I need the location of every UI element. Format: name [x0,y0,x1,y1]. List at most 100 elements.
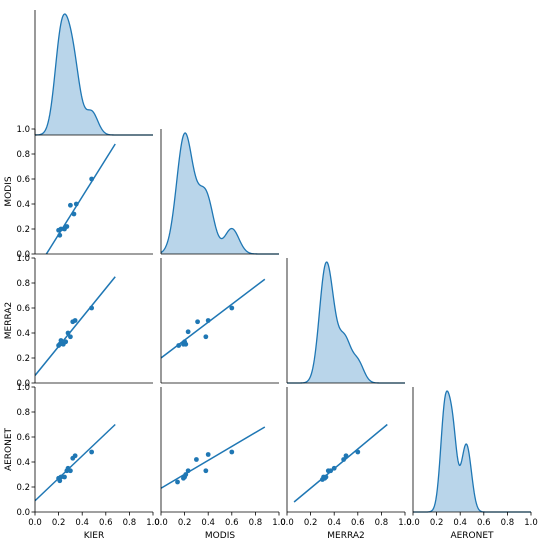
scatter-point [203,334,209,340]
y-tick-label: 1.0 [16,383,30,393]
scatter-point [68,468,73,474]
y-tick-label: 0.2 [16,354,30,364]
scatter-point [203,468,209,474]
x-tick-label: 0.0 [406,518,420,528]
x-tick-label: 0.0 [280,518,294,528]
scatter-point [89,305,95,311]
scatter-point [194,457,199,462]
x-tick-label: 1.0 [524,518,538,528]
x-tick-label: 0.8 [123,518,137,528]
y-tick-label: 0.8 [16,279,30,289]
x-tick-label: 0.4 [201,518,215,528]
scatter-point [62,474,67,480]
scatter-point [341,457,347,462]
x-tick-label: 0.4 [327,518,341,528]
kde-area-aeronet [413,391,531,512]
x-tick-label: 0.6 [225,518,239,528]
scatter-panel-merra2-aeronet [293,423,388,503]
scatter-point [58,474,64,480]
regression-line [161,426,266,489]
kde-area-merra2 [287,262,405,383]
scatter-point [343,453,349,459]
scatter-panel-kier-merra2 [35,276,116,376]
scatter-point [57,341,63,347]
scatter-point [72,453,78,459]
scatter-point [58,338,64,343]
y-tick-label: 0.6 [16,433,30,443]
x-axis-label-kier: KIER [84,531,105,541]
scatter-point [68,202,73,208]
scatter-point [89,449,95,455]
x-tick-label: 0.8 [249,518,263,528]
y-tick-label: 0.8 [16,408,30,418]
y-tick-label: 0.4 [16,329,30,339]
x-tick-label: 0.2 [304,518,318,528]
y-tick-label: 0.6 [16,304,30,314]
scatter-panel-modis-merra2 [161,278,266,359]
scatter-point [71,211,77,217]
x-tick-label: 0.8 [375,518,389,528]
x-tick-label: 0.2 [52,518,66,528]
x-axis-label-aeronet: AERONET [450,531,494,541]
scatter-point [89,176,95,182]
y-tick-label: 0.0 [16,508,30,518]
regression-line [293,423,388,503]
y-tick-label: 0.4 [16,200,30,210]
x-tick-label: 0.6 [477,518,491,528]
y-axis-label-aeronet: AERONET [4,427,14,471]
x-tick-label: 1.0 [146,518,160,528]
scatter-point [323,474,329,480]
kde-area-modis [161,133,279,254]
x-axis-label-merra2: MERRA2 [327,531,364,541]
scatter-point [57,232,63,238]
x-tick-label: 0.2 [178,518,192,528]
scatter-point [73,201,79,207]
scatter-point [205,452,211,457]
y-tick-label: 0.4 [16,458,30,468]
x-axis-label-modis: MODIS [205,531,235,541]
x-tick-label: 0.0 [28,518,42,528]
scatter-point [229,305,235,311]
scatter-point [57,478,63,484]
scatter-point [195,319,200,325]
y-axis-label-modis: MODIS [4,176,14,206]
regression-line [35,276,116,376]
scatter-point [72,318,78,323]
y-tick-label: 0.2 [16,225,30,235]
x-tick-label: 0.4 [453,518,467,528]
scatter-point [63,339,69,345]
y-tick-label: 0.6 [16,175,30,185]
y-tick-label: 0.8 [16,150,30,160]
scatter-point [64,224,70,229]
y-tick-label: 1.0 [16,254,30,264]
scatter-panel-modis-aeronet [161,426,266,489]
scatter-point [328,468,334,474]
scatter-point [58,226,64,232]
y-tick-label: 1.0 [16,125,30,135]
regression-line [35,423,116,502]
scatter-point [175,479,180,485]
scatter-point [176,343,182,348]
x-tick-label: 1.0 [398,518,412,528]
scatter-point [355,449,361,455]
scatter-panel-kier-aeronet [35,423,116,502]
regression-line [45,143,116,254]
y-axis-label-merra2: MERRA2 [4,302,14,339]
scatter-point [185,468,191,474]
scatter-point [68,334,73,340]
x-tick-label: 0.0 [154,518,168,528]
y-tick-label: 0.0 [16,250,30,260]
scatter-panel-kier-modis [45,143,116,254]
scatter-point [331,465,337,471]
panels-layer: 0.0 0.2 0.4 0.6 0.8 1.00.00.20.40.60.81.00.00… [4,10,538,541]
scatter-point [185,329,191,335]
x-tick-label: 0.4 [75,518,89,528]
kde-area-kier [35,14,153,135]
scatter-point [183,472,189,477]
x-tick-label: 0.8 [501,518,515,528]
scatter-point [205,318,211,323]
x-tick-label: 0.6 [99,518,113,528]
y-tick-label: 0.2 [16,483,30,493]
y-tick-label: 0.0 [16,379,30,389]
